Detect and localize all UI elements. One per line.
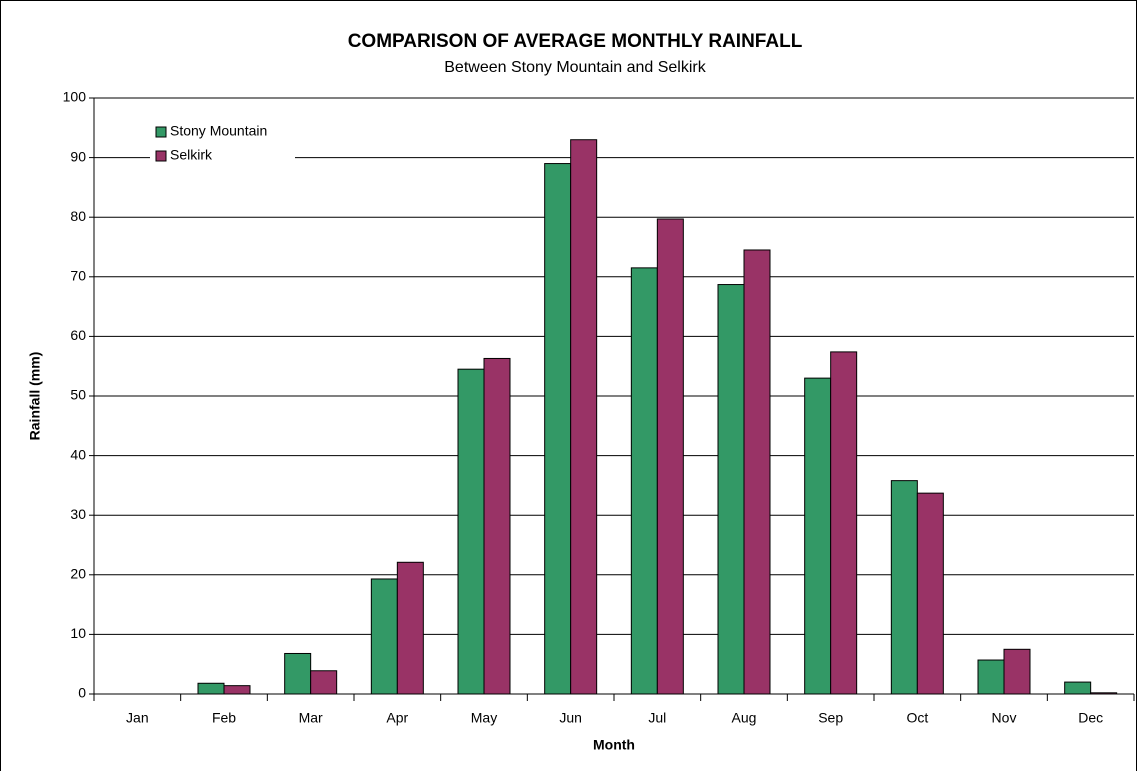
x-tick-label: Jan	[126, 710, 149, 726]
bar	[1003, 648, 1031, 695]
bar	[310, 670, 338, 695]
x-tick-label: Nov	[992, 710, 1017, 726]
x-tick-label: May	[471, 710, 497, 726]
y-tick-label: 90	[70, 148, 86, 164]
bar	[717, 284, 745, 695]
y-tick-label: 100	[63, 89, 87, 105]
legend-swatch	[155, 126, 167, 138]
bar	[916, 492, 944, 695]
bar	[483, 357, 511, 695]
legend-box	[150, 118, 295, 174]
y-tick-label: 40	[70, 446, 86, 462]
x-tick-label: Sep	[818, 710, 843, 726]
y-tick-label: 0	[78, 685, 86, 701]
x-tick-label: Oct	[906, 710, 928, 726]
bar	[890, 480, 918, 695]
bar	[396, 561, 424, 695]
bar	[656, 218, 684, 695]
x-axis-label: Month	[593, 737, 635, 753]
bar	[830, 351, 858, 695]
bar	[630, 267, 658, 695]
bar	[370, 578, 398, 695]
bar	[284, 652, 312, 695]
x-tick-label: Mar	[299, 710, 323, 726]
y-tick-label: 60	[70, 327, 86, 343]
y-tick-label: 70	[70, 268, 86, 284]
x-tick-label: Apr	[386, 710, 408, 726]
legend-label: Stony Mountain	[170, 123, 267, 139]
x-tick-label: Feb	[212, 710, 236, 726]
y-tick-label: 10	[70, 625, 86, 641]
y-axis-label: Rainfall (mm)	[27, 352, 43, 441]
bar	[743, 249, 771, 695]
y-tick-label: 50	[70, 387, 86, 403]
x-tick-label: Aug	[732, 710, 757, 726]
chart-subtitle: Between Stony Mountain and Selkirk	[444, 59, 706, 76]
bar	[570, 139, 598, 695]
legend-swatch	[155, 150, 167, 162]
y-tick-label: 80	[70, 208, 86, 224]
y-tick-label: 20	[70, 566, 86, 582]
x-tick-label: Dec	[1078, 710, 1103, 726]
legend-label: Selkirk	[170, 147, 213, 163]
bar	[544, 163, 572, 695]
bar	[223, 685, 251, 695]
bar	[977, 659, 1005, 695]
bar	[197, 682, 225, 695]
bar	[1090, 692, 1118, 695]
x-tick-label: Jun	[559, 710, 582, 726]
bar	[1064, 681, 1092, 695]
y-tick-label: 30	[70, 506, 86, 522]
bar	[804, 377, 832, 695]
chart-title: COMPARISON OF AVERAGE MONTHLY RAINFALL	[348, 31, 803, 52]
bar	[457, 368, 485, 695]
x-tick-label: Jul	[648, 710, 666, 726]
